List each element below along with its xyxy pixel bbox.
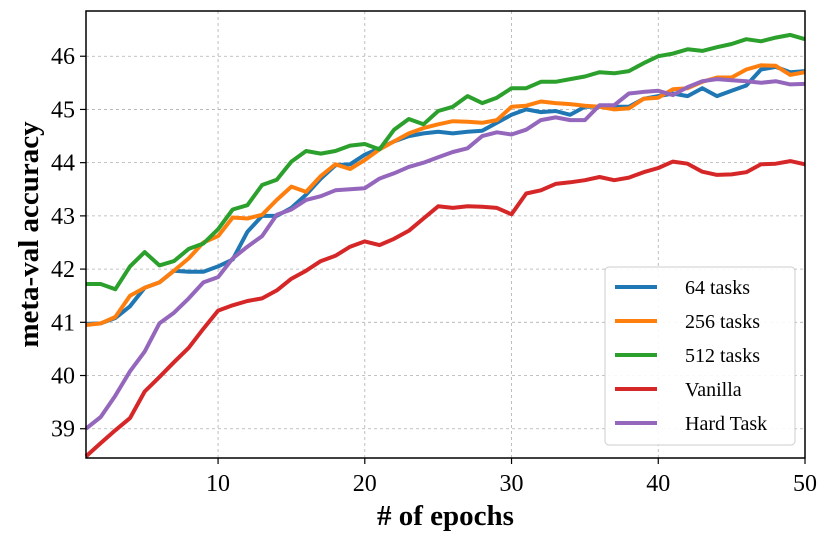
y-axis-label: meta-val accuracy [13,121,45,348]
series-line-vanilla [84,159,806,458]
x-axis-label: # of epochs [377,500,514,532]
y-tick-label: 46 [51,44,75,70]
series-line-hard-task [84,77,806,431]
legend-label: Vanilla [685,379,742,401]
x-tick-label: 40 [646,471,670,497]
y-tick-label: 44 [51,151,75,177]
plot-frame [85,10,806,459]
legend-label: 256 tasks [685,311,760,333]
series-lines [84,32,806,458]
legend-label: 512 tasks [685,345,760,367]
x-tick-label: 10 [206,471,230,497]
y-tick-label: 45 [51,97,75,123]
legend: 64 tasks 256 tasks 512 tasks Vanilla Hard Ta… [604,266,796,446]
y-tick-label: 39 [51,417,75,443]
legend-label: Hard Task [685,413,767,435]
y-tick-label: 41 [51,310,75,336]
y-tick-label: 43 [51,204,75,230]
legend-box [604,266,796,446]
x-tick-label: 50 [793,471,817,497]
y-tick-label: 40 [51,364,75,390]
legend-label: 64 tasks [685,277,750,299]
x-tick-label: 30 [500,471,524,497]
axis-ticks: 10 20 30 40 50 39 40 41 42 43 44 45 46 [51,44,817,497]
y-tick-label: 42 [51,257,75,283]
series-line-64-tasks [85,64,806,326]
series-line-512-tasks [86,32,806,292]
x-tick-label: 20 [353,471,377,497]
